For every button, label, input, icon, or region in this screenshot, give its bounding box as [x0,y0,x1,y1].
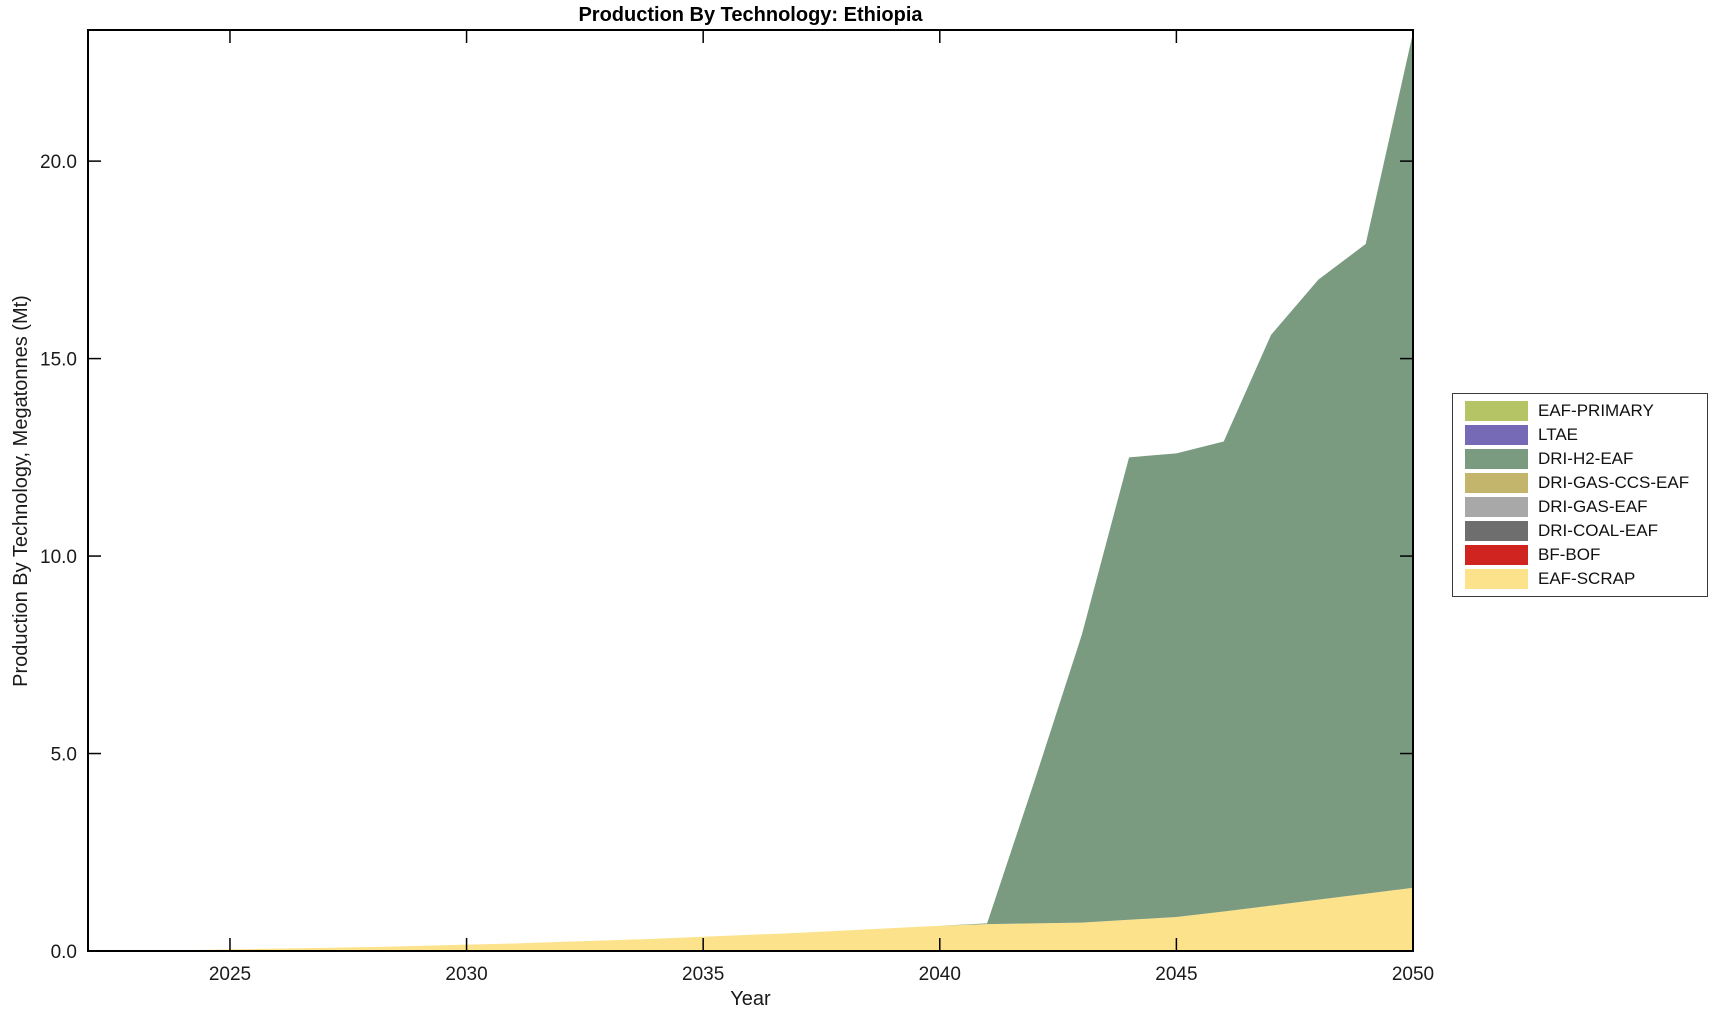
legend-label: LTAE [1538,424,1578,444]
legend-label: DRI-COAL-EAF [1538,521,1658,541]
y-tick-label: 15.0 [40,350,77,371]
legend-swatch-EAF-PRIMARY [1465,400,1528,421]
legend: EAF-PRIMARY LTAE DRI-H2-EAF DRI-GAS-CCS-EAF… [1452,393,1708,597]
x-tick-label: 2025 [209,964,251,985]
legend-item-EAF-SCRAP: EAF-SCRAP [1465,569,1699,590]
legend-swatch-DRI-GAS-EAF [1465,497,1528,518]
area-DRI-H2-EAF [88,32,1413,951]
legend-label: EAF-SCRAP [1538,569,1636,589]
legend-item-EAF-PRIMARY: EAF-PRIMARY [1465,400,1699,421]
legend-item-DRI-GAS-CCS-EAF: DRI-GAS-CCS-EAF [1465,472,1699,493]
plot-border [87,29,1414,952]
x-axis-label: Year [730,988,771,1010]
legend-swatch-DRI-GAS-CCS-EAF [1465,472,1528,493]
y-tick-label: 5.0 [51,745,77,766]
legend-label: DRI-GAS-EAF [1538,497,1648,517]
legend-label: BF-BOF [1538,545,1601,565]
legend-swatch-DRI-COAL-EAF [1465,521,1528,542]
y-tick-label: 20.0 [40,152,77,173]
legend-item-DRI-H2-EAF: DRI-H2-EAF [1465,448,1699,469]
legend-swatch-DRI-H2-EAF [1465,448,1528,469]
legend-swatch-EAF-SCRAP [1465,569,1528,590]
legend-item-BF-BOF: BF-BOF [1465,545,1699,566]
x-tick-label: 2050 [1392,964,1434,985]
legend-item-LTAE: LTAE [1465,424,1699,445]
legend-swatch-BF-BOF [1465,545,1528,566]
legend-swatch-LTAE [1465,424,1528,445]
chart-title: Production By Technology: Ethiopia [578,4,923,26]
x-tick-label: 2030 [445,964,487,985]
legend-label: DRI-H2-EAF [1538,448,1634,468]
x-tick-label: 2035 [682,964,724,985]
x-tick-label: 2045 [1155,964,1197,985]
area-EAF-SCRAP [88,887,1413,951]
legend-item-DRI-COAL-EAF: DRI-COAL-EAF [1465,521,1699,542]
y-tick-label: 10.0 [40,547,77,568]
legend-label: EAF-PRIMARY [1538,400,1654,420]
x-tick-label: 2040 [919,964,961,985]
legend-item-DRI-GAS-EAF: DRI-GAS-EAF [1465,497,1699,518]
legend-label: DRI-GAS-CCS-EAF [1538,472,1690,492]
y-tick-label: 0.0 [51,942,77,963]
